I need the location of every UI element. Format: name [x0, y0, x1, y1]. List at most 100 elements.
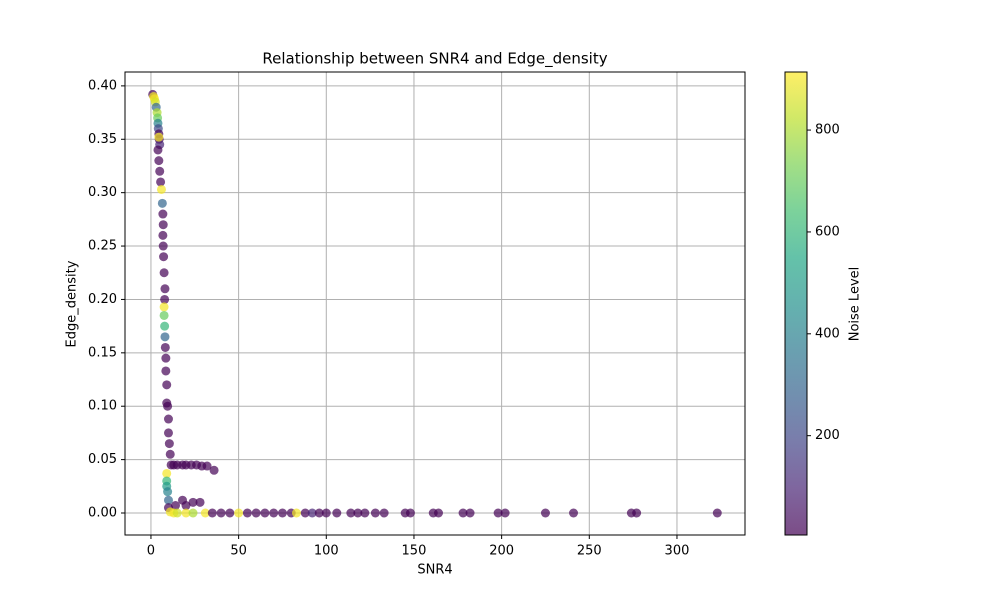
point: [158, 230, 168, 240]
point: [159, 268, 169, 278]
x-tick-label: 50: [230, 544, 247, 559]
point: [321, 508, 331, 518]
point: [269, 508, 279, 518]
point: [405, 508, 415, 518]
point: [260, 508, 270, 518]
point: [225, 508, 235, 518]
x-tick-label: 300: [665, 544, 690, 559]
point: [172, 508, 182, 518]
colorbar: [785, 72, 807, 535]
y-tick-label: 0.10: [88, 399, 117, 414]
x-tick-label: 0: [147, 544, 155, 559]
point: [159, 252, 169, 262]
point: [300, 508, 310, 518]
y-tick-label: 0.35: [88, 132, 117, 147]
point: [569, 508, 579, 518]
point: [164, 439, 174, 449]
y-tick-label: 0.25: [88, 239, 117, 254]
point: [163, 428, 173, 438]
colorbar-tick-label: 400: [815, 326, 840, 341]
point: [163, 414, 173, 424]
point: [346, 508, 356, 518]
point: [163, 487, 173, 497]
y-tick-label: 0.40: [88, 78, 117, 93]
x-tick-label: 150: [402, 544, 427, 559]
point: [159, 302, 169, 312]
point: [540, 508, 550, 518]
point: [202, 461, 212, 471]
point: [465, 508, 475, 518]
colorbar-tick-label: 200: [815, 428, 840, 443]
colorbar-tick-label: 800: [815, 123, 840, 138]
point: [170, 501, 180, 511]
point: [188, 508, 198, 518]
point: [161, 366, 171, 376]
point: [251, 508, 261, 518]
point: [154, 156, 164, 166]
point: [277, 508, 287, 518]
y-tick-label: 0.15: [88, 345, 117, 360]
point: [160, 284, 170, 294]
point: [181, 501, 191, 511]
point: [195, 497, 205, 507]
point: [158, 241, 168, 251]
colorbar-frame: [784, 71, 808, 536]
points: [148, 89, 722, 518]
point: [370, 508, 380, 518]
point: [360, 508, 370, 518]
point: [157, 198, 167, 208]
point: [160, 332, 170, 342]
point: [307, 508, 317, 518]
y-tick-label: 0.20: [88, 292, 117, 307]
point: [500, 508, 510, 518]
point: [181, 508, 191, 518]
plot-frame: [124, 71, 746, 536]
point: [156, 184, 166, 194]
colorbar-label: Noise Level: [848, 267, 863, 342]
y-tick-label: 0.00: [88, 506, 117, 521]
point: [207, 508, 217, 518]
point: [379, 508, 389, 518]
point: [434, 508, 444, 518]
point: [158, 209, 168, 219]
point: [291, 508, 301, 518]
point: [712, 508, 722, 518]
grid: [125, 72, 745, 535]
point: [353, 508, 363, 518]
x-tick-label: 100: [314, 544, 339, 559]
point: [632, 508, 642, 518]
point: [163, 495, 173, 505]
point: [159, 310, 169, 320]
point: [234, 508, 244, 518]
point: [160, 342, 170, 352]
point: [163, 401, 173, 411]
point: [314, 508, 324, 518]
point: [216, 508, 226, 518]
point: [493, 508, 503, 518]
x-tick-label: 200: [489, 544, 514, 559]
point: [188, 497, 198, 507]
point: [200, 508, 210, 518]
y-tick-label: 0.30: [88, 185, 117, 200]
x-axis-label: SNR4: [417, 563, 452, 578]
point: [153, 145, 163, 155]
chart-title: Relationship between SNR4 and Edge_densi…: [262, 50, 607, 69]
y-tick-label: 0.05: [88, 452, 117, 467]
point: [165, 449, 175, 459]
point: [162, 380, 172, 390]
x-tick-label: 250: [577, 544, 602, 559]
point: [162, 468, 172, 478]
point: [156, 177, 166, 187]
point: [458, 508, 468, 518]
point: [154, 132, 164, 142]
point: [160, 321, 170, 331]
colorbar-tick-label: 600: [815, 224, 840, 239]
point: [155, 166, 165, 176]
point: [160, 294, 170, 304]
point: [332, 508, 342, 518]
y-axis-label: Edge_density: [65, 260, 80, 347]
point: [209, 465, 219, 475]
point: [242, 508, 252, 518]
point: [161, 353, 171, 363]
